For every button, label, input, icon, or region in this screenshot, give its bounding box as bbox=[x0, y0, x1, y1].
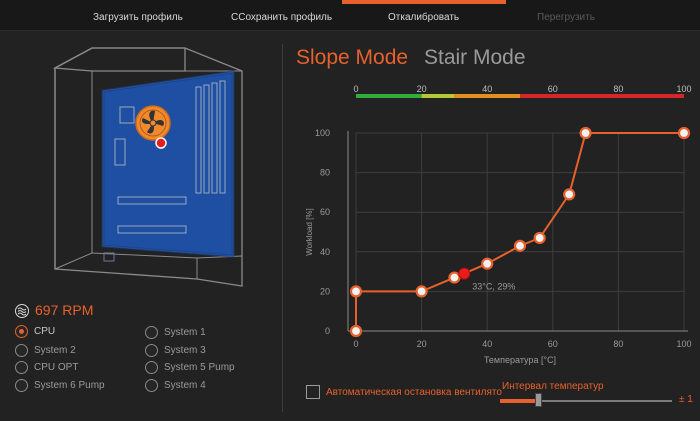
x-tick-label: 40 bbox=[482, 339, 492, 349]
curve-point[interactable] bbox=[481, 257, 494, 270]
calibrate-button[interactable]: Откалибровать bbox=[388, 12, 460, 23]
radio-label: System 4 bbox=[164, 380, 206, 391]
radio-label: System 5 Pump bbox=[164, 362, 235, 373]
sensor-marker-icon bbox=[155, 137, 167, 149]
top-scale-tick-label: 40 bbox=[482, 84, 492, 94]
y-tick-label: 60 bbox=[320, 207, 330, 217]
radio-dot[interactable] bbox=[145, 344, 158, 357]
x-axis-label: Температура [°C] bbox=[484, 355, 556, 365]
fan-speed-icon bbox=[15, 304, 29, 318]
radio-dot[interactable] bbox=[145, 361, 158, 374]
radio-dot[interactable] bbox=[15, 344, 28, 357]
curve-point[interactable] bbox=[349, 324, 363, 338]
radio-dot[interactable] bbox=[15, 325, 28, 338]
current-temperature-point bbox=[458, 267, 471, 280]
pc-case-illustration bbox=[52, 47, 243, 287]
fan-curve-chart: 0 20 40 60 80 100 0 20 40 60 80 100 0 20 40 60 80 100 Темп… bbox=[290, 78, 700, 378]
temperature-color-band bbox=[520, 94, 684, 98]
cpu-fan-icon bbox=[135, 105, 171, 141]
slider-track bbox=[500, 400, 672, 402]
y-tick-label: 40 bbox=[320, 247, 330, 257]
radio-label: CPU OPT bbox=[34, 362, 79, 373]
y-tick-label: 100 bbox=[315, 128, 330, 138]
fan-curve-svg: 0 20 40 60 80 100 0 20 40 60 80 100 0 20 40 60 80 100 Темп… bbox=[305, 84, 692, 365]
fan-panel bbox=[0, 31, 282, 421]
y-tick-label: 0 bbox=[325, 326, 330, 336]
reload-button[interactable]: Перегрузить bbox=[537, 12, 595, 23]
fan-curve-line bbox=[355, 132, 684, 331]
temperature-color-band bbox=[356, 94, 422, 98]
radio-label: System 3 bbox=[164, 345, 206, 356]
x-tick-label: 60 bbox=[548, 339, 558, 349]
radio-dot[interactable] bbox=[15, 361, 28, 374]
top-scale-tick-label: 60 bbox=[548, 84, 558, 94]
y-tick-label: 20 bbox=[320, 286, 330, 296]
x-tick-label: 80 bbox=[613, 339, 623, 349]
curve-point[interactable] bbox=[677, 126, 691, 140]
curve-point[interactable] bbox=[349, 285, 363, 298]
x-tick-label: 100 bbox=[676, 339, 691, 349]
active-tab-indicator bbox=[342, 0, 506, 4]
y-axis-label: Workload [%] bbox=[305, 208, 314, 255]
curve-point[interactable] bbox=[579, 126, 592, 140]
curve-point[interactable] bbox=[563, 188, 576, 201]
panel-divider bbox=[282, 44, 283, 412]
temperature-color-band bbox=[421, 94, 455, 98]
radio-label: System 1 bbox=[164, 327, 206, 338]
curve-point[interactable] bbox=[513, 239, 527, 252]
slider-fill bbox=[500, 399, 538, 403]
slider-thumb[interactable] bbox=[534, 393, 542, 407]
radio-label: System 2 bbox=[34, 345, 76, 356]
y-tick-label: 80 bbox=[320, 168, 330, 178]
auto-stop-checkbox[interactable] bbox=[306, 385, 320, 399]
interval-label: Интервал температур bbox=[502, 381, 604, 392]
top-scale-tick-label: 80 bbox=[613, 84, 623, 94]
curve-point[interactable] bbox=[415, 285, 428, 298]
stair-mode-tab[interactable]: Stair Mode bbox=[424, 46, 526, 69]
radio-dot[interactable] bbox=[145, 326, 158, 339]
radio-label: System 6 Pump bbox=[34, 380, 105, 391]
curve-point[interactable] bbox=[448, 271, 461, 284]
interval-slider[interactable] bbox=[500, 393, 672, 407]
x-tick-label: 0 bbox=[353, 339, 358, 349]
radio-label: CPU bbox=[34, 326, 56, 337]
top-scale-tick-label: 100 bbox=[676, 84, 691, 94]
load-profile-button[interactable]: Загрузить профиль bbox=[93, 12, 183, 23]
temperature-color-band bbox=[454, 94, 520, 98]
x-tick-label: 20 bbox=[417, 339, 427, 349]
fan-rpm-value: 697 RPM bbox=[35, 302, 94, 318]
radio-dot[interactable] bbox=[15, 379, 28, 392]
slope-mode-tab[interactable]: Slope Mode bbox=[296, 46, 409, 69]
curve-point[interactable] bbox=[533, 231, 546, 245]
save-profile-button[interactable]: ССохранить профиль bbox=[231, 12, 333, 23]
interval-value: ± 1 bbox=[679, 394, 693, 405]
radio-dot[interactable] bbox=[145, 379, 158, 392]
current-point-label: 33°C, 29% bbox=[472, 282, 515, 292]
top-toolbar: Загрузить профиль ССохранить профиль Отк… bbox=[0, 0, 700, 31]
auto-stop-label: Автоматическая остановка вентилятора bbox=[326, 387, 502, 398]
top-scale-tick-label: 0 bbox=[353, 84, 358, 94]
top-scale-tick-label: 20 bbox=[417, 84, 427, 94]
